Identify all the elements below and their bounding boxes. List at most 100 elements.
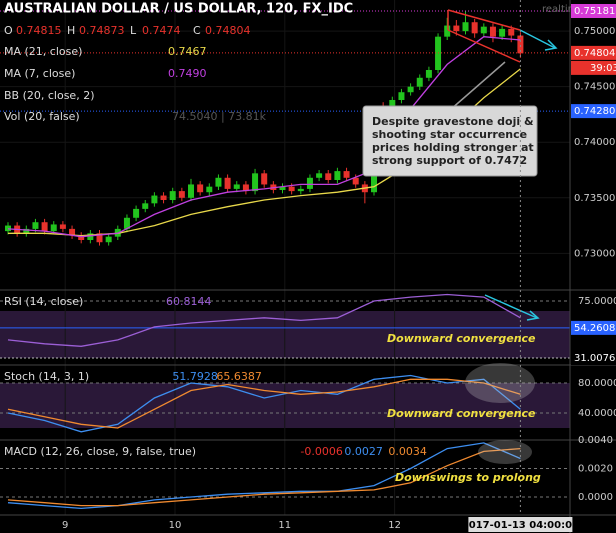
ohlc-label: H	[67, 24, 75, 37]
candle-body	[69, 228, 76, 236]
candle-body	[352, 177, 359, 185]
annotation-text: strong support of 0.7472	[372, 154, 527, 167]
pane-legend: RSI (14, close)	[4, 295, 83, 308]
pane-note: Downward convergence	[387, 407, 536, 420]
indicator-line	[7, 374, 521, 433]
ohlc-label: C	[193, 24, 201, 37]
y-tick-label: 0.0000	[578, 492, 613, 503]
candle-body	[444, 25, 451, 37]
arrow	[519, 29, 556, 49]
candle-body	[453, 25, 460, 32]
x-tick-label: 9	[62, 520, 68, 531]
candle-body	[23, 228, 30, 234]
realtime-label: realtime	[542, 4, 584, 15]
y-tick-label: 0.73000	[574, 248, 615, 259]
x-tick-label: 10	[169, 520, 182, 531]
chart-title: AUSTRALIAN DOLLAR / US DOLLAR, 120, FX_I…	[4, 2, 353, 17]
annotation-pointer	[449, 61, 506, 111]
candle-body	[252, 173, 259, 192]
pane-legend-value: 60.8144	[166, 295, 212, 308]
candle-body	[499, 28, 506, 37]
indicator-line	[7, 442, 521, 510]
candle-body	[4, 225, 11, 232]
candle-body	[197, 184, 204, 193]
channel-line	[447, 9, 521, 31]
annotation-text: Despite gravestone doji &	[372, 115, 534, 128]
candle-body	[215, 177, 222, 187]
candle-body	[398, 92, 405, 100]
candle-body	[297, 188, 304, 192]
candle-body	[160, 195, 167, 200]
ohlc-value: 0.74873	[79, 24, 125, 37]
annotation-text: prices holding stronger at	[372, 141, 534, 154]
candle-body	[334, 171, 341, 180]
candle-body	[316, 173, 323, 178]
candle-body	[306, 177, 313, 189]
price-label-bg	[571, 45, 616, 60]
candle-body	[288, 186, 295, 192]
highlight	[478, 440, 532, 464]
arrow-head	[544, 39, 558, 51]
candle-body	[151, 195, 158, 204]
pane-legend-value: 0.0034	[388, 445, 427, 458]
arrow	[484, 294, 538, 319]
indicator-line	[7, 447, 521, 507]
candle-body	[87, 233, 94, 240]
level-label-bg	[571, 350, 616, 365]
candle-body	[261, 173, 268, 185]
y-tick-label: 0.74500	[574, 82, 615, 93]
y-tick-label: 40.0000	[578, 408, 616, 419]
crosshair-label: 2017-01-13 04:00:00	[462, 520, 579, 531]
pane-legend-value: 0.0027	[344, 445, 383, 458]
y-tick-label: 0.0020	[578, 464, 613, 475]
indicator-line	[7, 378, 521, 429]
candle-body	[471, 22, 478, 34]
price-label: 0.74280	[574, 106, 615, 117]
legend-value: 0.7490	[168, 67, 207, 80]
candle-body	[178, 191, 185, 198]
pane-legend: Stoch (14, 3, 1)	[4, 370, 89, 383]
candle-body	[105, 236, 112, 243]
candle-body	[96, 233, 103, 243]
legend-value: 74.5040 | 73.81k	[172, 110, 267, 123]
candle-body	[489, 26, 496, 37]
candle-body	[133, 208, 140, 218]
candle-body	[416, 77, 423, 87]
crosshair-label-bg	[468, 517, 573, 532]
indicator-line	[7, 293, 521, 347]
price-label: 0.75181	[574, 6, 615, 17]
candle-body	[142, 203, 149, 209]
x-tick-label: 12	[388, 520, 401, 531]
pane-note: Downswings to prolong	[395, 471, 541, 484]
candle-body	[279, 186, 286, 190]
ohlc-label: O	[4, 24, 13, 37]
legend-value: 0.7467	[168, 45, 207, 58]
channel-line	[447, 29, 521, 63]
candle-body	[462, 22, 469, 32]
candle-body	[206, 186, 213, 193]
ohlc-label: L	[130, 24, 137, 37]
candle-body	[517, 35, 524, 54]
candle-body	[50, 224, 57, 232]
annotation-text: shooting star occurrence	[372, 128, 527, 141]
legend-name: BB (20, close, 2)	[4, 89, 95, 102]
y-tick-label: 0.75000	[574, 26, 615, 37]
y-tick-label: 0.74000	[574, 137, 615, 148]
candle-body	[508, 28, 515, 36]
candle-body	[78, 235, 85, 240]
pane-legend-value: 51.7928	[172, 370, 218, 383]
candle-body	[41, 222, 48, 232]
countdown-bg	[571, 60, 616, 75]
pane-legend: MACD (12, 26, close, 9, false, true)	[4, 445, 196, 458]
candle-body	[242, 184, 249, 192]
candle-body	[188, 184, 195, 198]
pane-legend-value: -0.0006	[300, 445, 342, 458]
legend-name: MA (7, close)	[4, 67, 75, 80]
ma-line	[7, 36, 521, 238]
y-tick-label: 75.0000	[578, 296, 616, 307]
candle-body	[59, 224, 66, 229]
y-tick-label: 0.73500	[574, 193, 615, 204]
candle-body	[123, 217, 130, 229]
ohlc-value: 0.7474	[142, 24, 181, 37]
